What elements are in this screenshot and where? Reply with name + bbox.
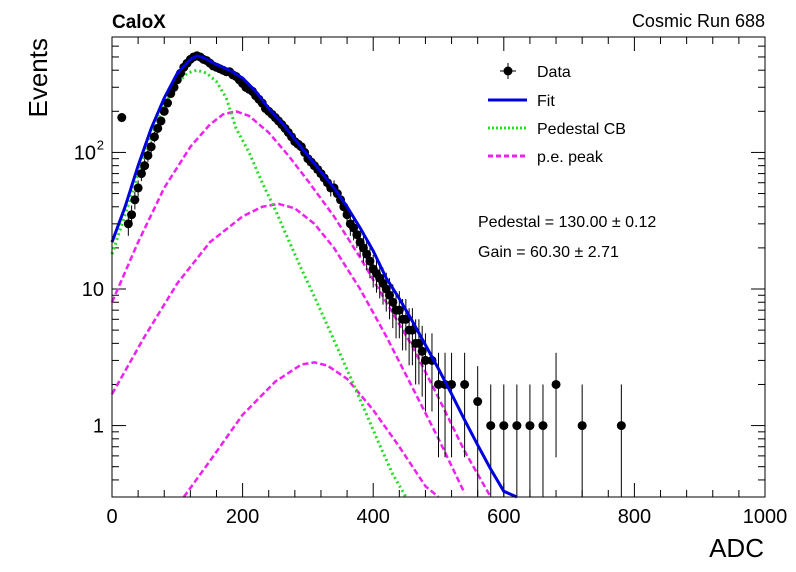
data-point (127, 210, 137, 220)
legend-entry-fit: Fit (488, 93, 555, 110)
data-point (388, 297, 398, 307)
y-tick-label-exponent: 2 (97, 137, 104, 152)
legend-label-data: Data (537, 64, 571, 81)
data-point (352, 230, 362, 240)
data-point (551, 379, 561, 389)
legend-entry-pe-peak: p.e. peak (488, 149, 604, 166)
header-left-label: CaloX (112, 12, 166, 33)
data-point (525, 421, 535, 431)
data-point (143, 150, 153, 160)
x-tick-label: 200 (226, 506, 259, 528)
data-point (394, 305, 404, 315)
data-point (434, 379, 443, 389)
data-point (401, 314, 411, 324)
data-point (146, 142, 156, 152)
data-point (473, 397, 483, 407)
legend-entry-pedestal: Pedestal CB (488, 121, 626, 138)
data-point (362, 249, 372, 259)
y-tick-label: 1 (93, 416, 104, 438)
x-tick-label: 1000 (743, 506, 788, 528)
legend-entry-data: Data (500, 63, 571, 81)
data-point (159, 106, 169, 116)
data-point (349, 223, 359, 233)
legend: Data Fit Pedestal CB p.e. peak (488, 63, 626, 166)
x-tick-label: 600 (487, 506, 520, 528)
data-point (156, 116, 166, 126)
data-point (117, 113, 127, 123)
data-point (149, 132, 159, 142)
header-right-label: Cosmic Run 688 (632, 11, 765, 31)
y-axis-label: Events (23, 38, 53, 118)
pe-peak-curve-3 (182, 361, 440, 498)
data-point (130, 195, 140, 205)
x-tick-label: 800 (618, 506, 651, 528)
data-point (417, 346, 427, 356)
legend-label-fit: Fit (537, 93, 555, 110)
plot-frame (111, 36, 766, 498)
annotation-gain: Gain = 60.30 ± 2.71 (478, 244, 619, 261)
data-point (136, 169, 146, 179)
x-tick-label: 0 (106, 506, 117, 528)
data-point (616, 421, 626, 431)
data-point (153, 123, 163, 133)
pe-peak-curve-1 (110, 109, 492, 498)
pe-peak-curve-2 (110, 202, 466, 494)
data-point (420, 355, 430, 365)
data-point (140, 161, 150, 171)
data-point (499, 421, 509, 431)
legend-label-pedestal: Pedestal CB (537, 121, 626, 138)
data-point (385, 290, 395, 300)
fit-curve (110, 54, 518, 499)
data-point (133, 183, 143, 193)
y-tick-label: 10 (74, 142, 96, 164)
annotation-pedestal: Pedestal = 130.00 ± 0.12 (478, 214, 656, 231)
data-point (414, 338, 424, 348)
data-point (512, 421, 522, 431)
data-point (486, 421, 496, 431)
legend-label-pe-peak: p.e. peak (537, 149, 604, 166)
data-point (577, 421, 587, 431)
data-point (460, 379, 470, 389)
y-tick-label: 10 (82, 279, 104, 301)
data-point (123, 219, 133, 229)
data-point (538, 421, 548, 431)
data-point (163, 98, 173, 108)
x-axis-label: ADC (709, 533, 764, 563)
x-tick-label: 400 (357, 506, 390, 528)
data-point (365, 256, 375, 266)
